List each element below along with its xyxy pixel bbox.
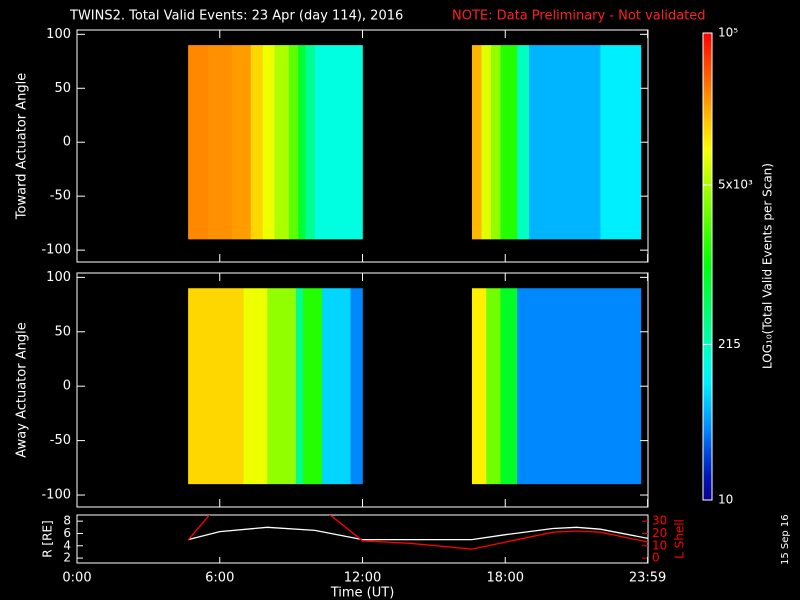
x-tick-label: 0:00: [62, 571, 91, 586]
y-tick-label: 0: [63, 135, 71, 150]
y2-axis-label: L Shell: [673, 519, 687, 559]
heatmap-cell: [298, 45, 306, 240]
heatmap-cell: [500, 288, 518, 485]
x-tick-label: 6:00: [205, 571, 234, 586]
y-tick-label: -50: [50, 189, 71, 204]
heatmap-cell: [486, 288, 501, 485]
series-line: [187, 515, 648, 550]
y2-tick-label: 20: [652, 526, 667, 540]
heatmap-cell: [481, 45, 492, 240]
colorbar-tick-label: 10⁵: [718, 26, 738, 40]
y-tick-label: -100: [41, 243, 71, 258]
x-tick-label: 12:00: [344, 571, 381, 586]
heatmap-cell: [262, 45, 275, 240]
heatmap-cell: [274, 45, 290, 240]
y-tick-label: 0: [63, 379, 71, 394]
y-axis-label: R [RE]: [41, 520, 55, 557]
heatmap-cell: [314, 45, 363, 240]
heatmap-cell: [250, 45, 263, 240]
heatmap-cell: [188, 288, 244, 485]
y2-tick-label: 10: [652, 538, 667, 552]
title: TWINS2. Total Valid Events: 23 Apr (day …: [69, 9, 403, 24]
x-axis-label: Time (UT): [330, 586, 395, 600]
heatmap-cell: [243, 288, 268, 485]
y-tick-label: 4: [63, 538, 71, 552]
y2-tick-label: 0: [652, 551, 660, 565]
heatmap-cell: [288, 45, 299, 240]
heatmap-cell: [188, 45, 209, 240]
colorbar: [702, 32, 713, 501]
y-tick-label: -50: [50, 433, 71, 448]
y-axis-label: Away Actuator Angle: [15, 322, 30, 457]
heatmap-cell: [471, 288, 487, 485]
y-tick-label: 100: [46, 27, 71, 42]
y-axis-label: Toward Actuator Angle: [15, 73, 30, 220]
colorbar-tick-label: 215: [718, 337, 741, 351]
date-stamp: 15 Sep 16: [780, 514, 791, 565]
heatmap-cell: [295, 288, 304, 485]
y-tick-label: 50: [54, 324, 71, 339]
y-tick-label: 100: [46, 270, 71, 285]
note: NOTE: Data Preliminary - Not validated: [452, 9, 706, 24]
y-tick-label: 50: [54, 81, 71, 96]
x-tick-label: 23:59: [629, 571, 666, 586]
heatmap-cell: [231, 45, 251, 240]
heatmap-cell: [500, 45, 518, 240]
heatmap-cell: [350, 288, 363, 485]
y-tick-label: 8: [63, 514, 71, 528]
heatmap-cell: [517, 45, 530, 240]
heatmap-cell: [517, 288, 642, 485]
heatmap-cell: [303, 288, 323, 485]
colorbar-label: LOG₁₀(Total Valid Events per Scan): [761, 163, 775, 369]
x-tick-label: 18:00: [487, 571, 524, 586]
y-tick-label: 2: [63, 551, 71, 565]
y-tick-label: 6: [63, 526, 71, 540]
heatmap-cell: [471, 45, 482, 240]
y-tick-label: -100: [41, 488, 71, 503]
heatmap-cell: [305, 45, 316, 240]
heatmap-cell: [529, 45, 601, 240]
y2-tick-label: 30: [652, 514, 667, 528]
heatmap-cell: [490, 45, 501, 240]
series-line: [187, 526, 648, 541]
heatmap-cell: [207, 45, 232, 240]
colorbar-tick-label: 10: [718, 493, 733, 507]
heatmap-cell: [267, 288, 297, 485]
colorbar-tick-label: 5x10³: [718, 177, 753, 191]
heatmap-cell: [322, 288, 351, 485]
heatmap-cell: [600, 45, 642, 240]
